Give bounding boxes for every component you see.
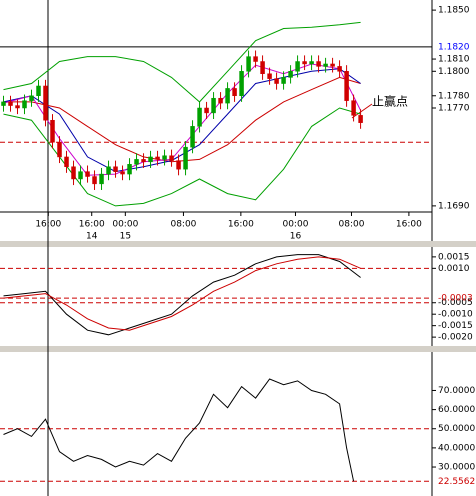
candle-body [106,166,111,175]
y-tick-label: 70.0000 [438,386,475,396]
panel-separator [0,241,476,247]
date-label: 16 [290,232,302,242]
indicator-line [3,378,355,482]
y-tick-label: 40.0000 [438,443,475,453]
candle-body [351,100,356,116]
annotation: 止赢点 [372,94,408,109]
x-tick-label: 16:00 [79,220,105,230]
candle-body [141,159,146,163]
x-tick-label: 16:00 [228,220,254,230]
candle-body [169,155,174,161]
candle-body [344,71,349,101]
indicator-line [3,256,361,331]
candle-body [281,77,286,84]
x-tick-label: 08:00 [339,220,365,230]
candle-body [274,78,279,84]
candle-body [155,156,160,160]
candle-body [92,176,97,185]
candle-body [148,156,153,163]
candle-body [15,105,20,109]
y-tick-label: -0.0020 [438,333,473,343]
candle-body [225,88,230,104]
candle-body [358,115,363,123]
candle-body [71,166,76,180]
y-tick-label: 1.1690 [438,201,470,211]
candle-body [134,159,139,165]
candle-body [64,156,69,167]
y-tick-label: 0.0015 [438,252,470,262]
candle-body [127,164,132,175]
y-tick-label: 1.1770 [438,104,470,114]
candle-body [323,63,328,67]
y-tick-label: -0.0015 [438,321,473,331]
candle-body [85,171,90,177]
candle-body [218,97,223,104]
y-tick-label: 1.1810 [438,55,470,65]
x-tick-label: 16:00 [396,220,422,230]
candle-body [1,101,6,106]
candle-body [183,146,188,170]
y-tick-label: 0.0010 [438,264,470,274]
candle-body [190,126,195,148]
panel-separator [0,346,476,352]
candle-body [57,142,62,158]
candle-body [204,107,209,114]
candle-body [337,66,342,72]
candle-body [253,56,258,62]
candle-body [162,155,167,160]
x-tick-label: 16:00 [35,220,61,230]
candle-body [260,61,265,74]
candle-body [99,173,104,185]
indicator-line [3,21,361,103]
candle-body [113,166,118,172]
candle-body [22,100,27,109]
candle-body [330,63,335,67]
current-label: -0.0003 [438,294,473,304]
candle-body [239,71,244,97]
y-tick-label: -0.0010 [438,310,473,320]
candle-body [211,97,216,114]
candle-body [309,61,314,65]
x-tick-label: 00:00 [112,220,138,230]
candle-body [43,85,48,121]
candle-body [8,101,13,106]
date-label: 14 [86,232,98,242]
candle-body [316,61,321,67]
y-tick-label: 60.0000 [438,405,475,415]
candle-body [302,61,307,65]
x-tick-label: 00:00 [282,220,308,230]
candle-body [288,71,293,78]
annotation-leader [351,103,373,119]
candle-body [50,119,55,143]
candle-body [246,56,251,72]
y-tick-label: 1.1850 [438,6,470,16]
candle-body [267,73,272,79]
current-label: 1.1820 [438,42,470,52]
candle-body [197,107,202,127]
indicator-line [3,254,361,336]
y-tick-label: 1.1780 [438,91,470,101]
candle-body [295,61,300,72]
current-label: 22.5562 [438,477,475,487]
candle-body [29,95,34,101]
indicator-line [3,107,361,207]
candle-body [36,85,41,97]
candle-body [78,171,83,180]
y-tick-label: 50.0000 [438,424,475,434]
x-tick-label: 08:00 [170,220,196,230]
candle-body [120,171,125,175]
y-tick-label: 1.1800 [438,67,470,77]
candle-body [176,160,181,170]
date-label: 15 [120,232,131,242]
candle-body [232,88,237,97]
y-tick-label: 30.0000 [438,463,475,473]
y-tick-label: -0.0005 [438,298,473,308]
